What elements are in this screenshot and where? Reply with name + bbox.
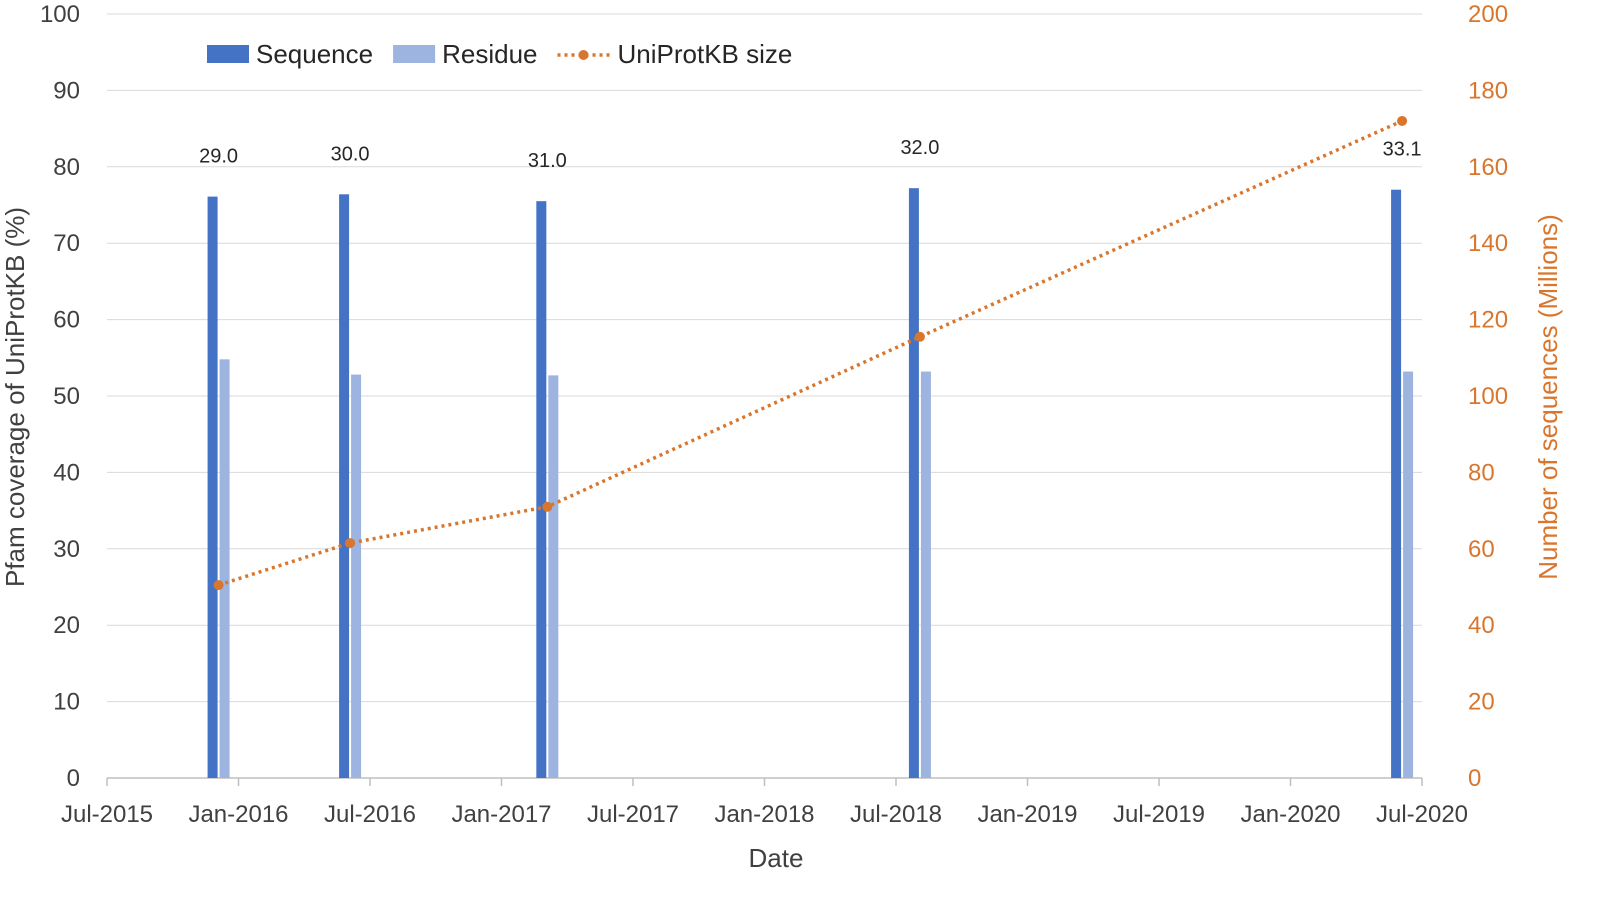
x-tick-label: Jan-2017 [451,801,551,828]
bar-sequence [339,194,350,778]
y2-tick-label: 60 [1468,536,1495,563]
y2-tick-label: 200 [1468,1,1508,28]
y2-axis-title: Number of sequences (Millions) [1533,214,1563,580]
legend-label: UniProtKB size [618,39,793,69]
gridlines [107,13,1422,703]
y-tick-label: 30 [53,536,80,563]
bar-residue [351,374,362,778]
point-uniprotkb-size [345,538,356,549]
x-tick-label: Jul-2016 [324,801,416,828]
y-tick-label: 0 [67,765,80,792]
x-tick-label: Jan-2019 [977,801,1077,828]
point-uniprotkb-size [542,501,553,512]
y-tick-label: 40 [53,459,80,486]
y-tick-label: 50 [53,383,80,410]
x-tick-label: Jul-2017 [587,801,679,828]
line-uniprotkb-size [218,119,1403,587]
y-tick-label: 100 [40,1,80,28]
x-tick-label: Jul-2020 [1376,801,1468,828]
y-tick-label: 70 [53,230,80,257]
x-tick-label: Jan-2018 [714,801,814,828]
release-label: 31.0 [528,150,567,172]
release-label: 29.0 [199,146,238,168]
point-uniprotkb-size [914,331,925,342]
y2-tick-label: 40 [1468,612,1495,639]
y2-tick-label: 180 [1468,77,1508,104]
x-tick-label: Jan-2016 [188,801,288,828]
bar-sequence [536,201,547,778]
y2-tick-label: 160 [1468,154,1508,181]
y2-tick-label: 140 [1468,230,1508,257]
bar-residue [1403,371,1414,778]
bar-sequence [908,188,919,778]
x-tick-label: Jul-2019 [1113,801,1205,828]
y-tick-label: 80 [53,154,80,181]
bar-residue [920,371,931,778]
y2-tick-label: 100 [1468,383,1508,410]
data-labels: 29.0 30.0 31.0 32.0 33.1 [199,137,1421,172]
line-series [213,115,1408,591]
y-tick-label: 90 [53,77,80,104]
bar-series [207,188,1414,779]
bar-residue [219,359,230,778]
release-label: 33.1 [1383,139,1422,161]
bar-residue [548,375,559,778]
legend-label: Sequence [256,39,373,69]
legend-swatch [393,45,436,63]
bar-sequence [1391,189,1402,779]
y-axis-title: Pfam coverage of UniProtKB (%) [0,207,30,587]
y2-tick-label: 80 [1468,459,1495,486]
y2-tick-label: 0 [1468,765,1481,792]
legend-swatch-marker [578,50,589,60]
release-label: 30.0 [331,143,370,165]
y2-tick-label: 20 [1468,689,1495,716]
x-tick-label: Jan-2020 [1240,801,1340,828]
release-label: 32.0 [900,137,939,159]
x-axis-title: Date [749,843,804,873]
legend-label: Residue [442,39,537,69]
y-tick-label: 10 [53,689,80,716]
y-axis-right: 0 20 40 60 80 100 120 140 160 180 200 [1468,1,1508,792]
y-tick-label: 20 [53,612,80,639]
bar-sequence [207,196,218,778]
point-uniprotkb-size [213,580,224,591]
legend: Sequence Residue UniProtKB size [207,39,792,69]
point-uniprotkb-size [1397,115,1408,126]
y-axis-left: 0 10 20 30 40 50 60 70 80 90 100 [40,1,80,792]
x-tick-label: Jul-2018 [850,801,942,828]
y-tick-label: 60 [53,307,80,334]
legend-swatch [207,45,249,63]
x-tick-label: Jul-2015 [61,801,153,828]
y2-tick-label: 120 [1468,307,1508,334]
x-axis: Jul-2015 Jan-2016 Jul-2016 Jan-2017 Jul-2017… [61,777,1468,828]
